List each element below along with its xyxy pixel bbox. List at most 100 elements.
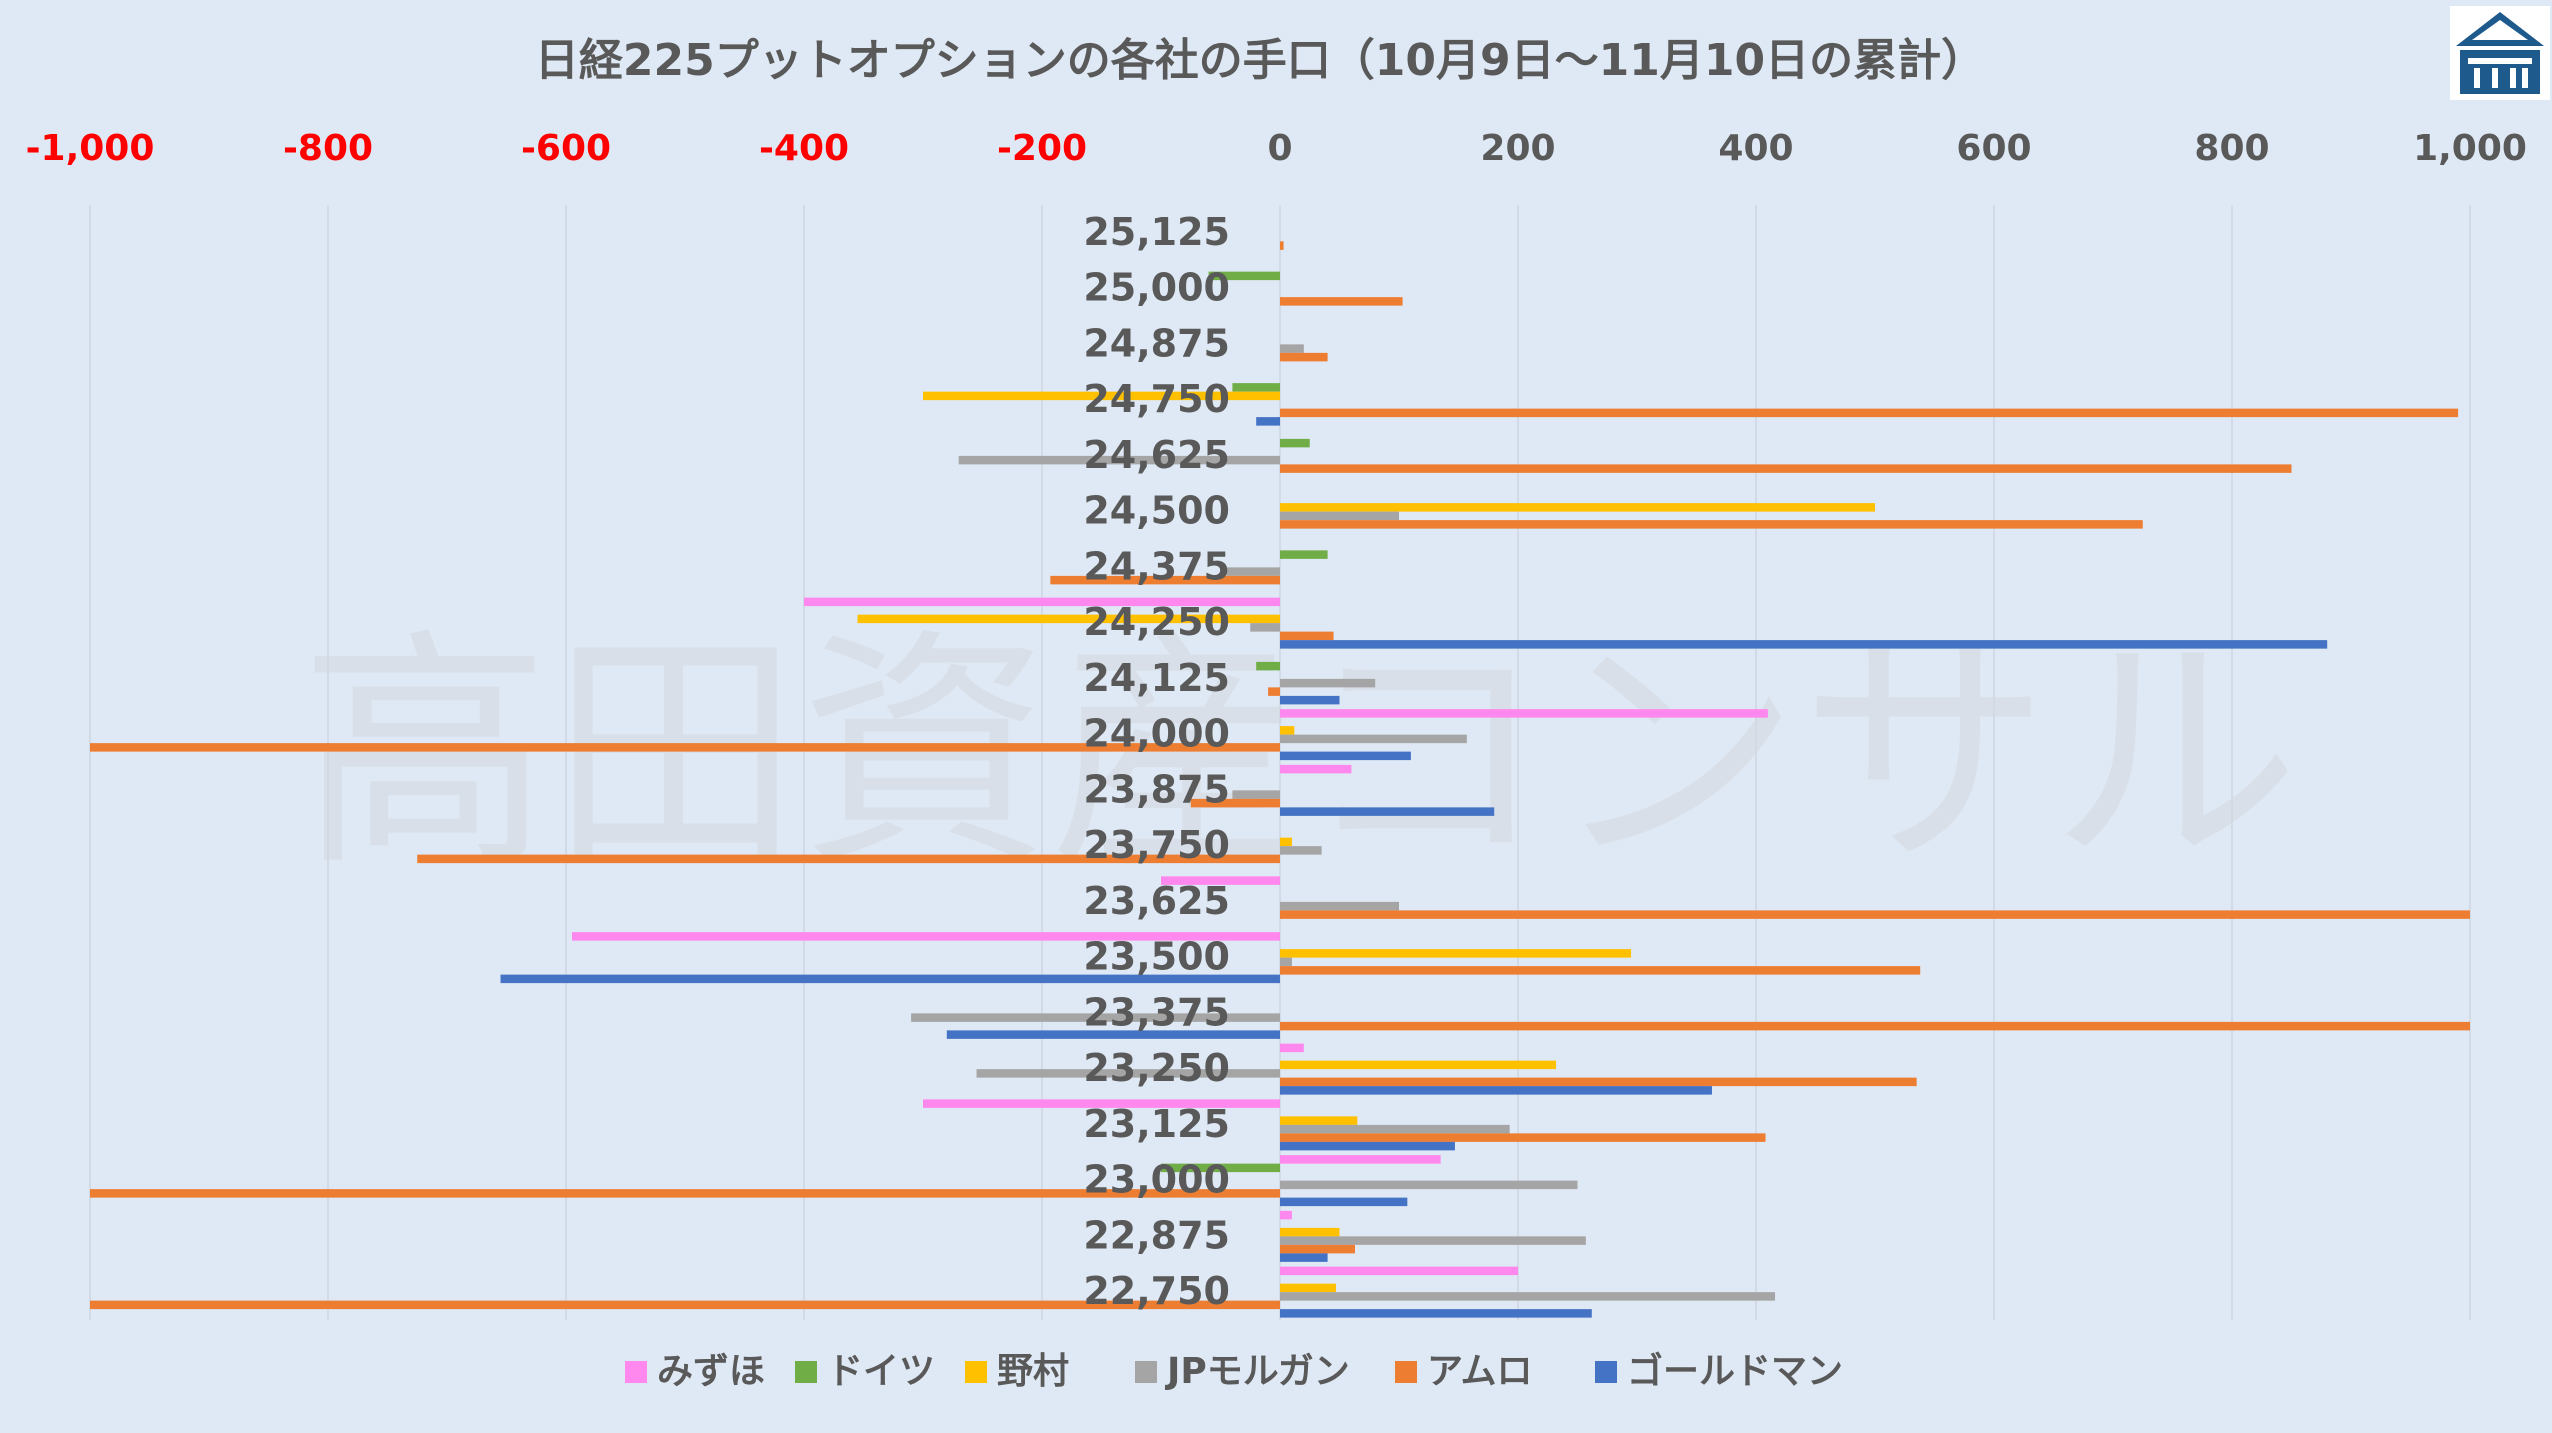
legend-swatch — [1395, 1361, 1417, 1383]
bar-野村-23,500 — [1280, 949, 1632, 958]
bar-野村-24,500 — [1280, 503, 1875, 512]
bar-JPモルガン-24,000 — [1280, 734, 1467, 744]
bar-JPモルガン-24,250 — [1250, 623, 1280, 632]
bar-ゴールドマン-22,875 — [1280, 1253, 1328, 1262]
category-label: 22,750 — [1083, 1269, 1230, 1313]
category-label: 23,500 — [1083, 935, 1230, 979]
bar-ゴールドマン-23,000 — [1280, 1197, 1408, 1207]
x-tick-label: 800 — [2194, 128, 2269, 169]
category-label: 23,375 — [1083, 990, 1230, 1034]
bar-JPモルガン-23,125 — [1280, 1124, 1510, 1134]
bar-アムロ-23,625 — [1280, 910, 2470, 919]
category-label: 23,875 — [1083, 767, 1230, 811]
x-tick-label: 1,000 — [2413, 128, 2527, 169]
bar-アムロ-24,125 — [1268, 687, 1280, 696]
bar-JPモルガン-24,875 — [1280, 344, 1304, 353]
bars — [90, 241, 2470, 1318]
x-tick-label: 200 — [1480, 128, 1555, 169]
bar-JPモルガン-23,625 — [1280, 901, 1399, 911]
building-logo-icon — [2450, 6, 2550, 100]
bar-JPモルガン-23,750 — [1280, 846, 1322, 855]
bar-野村-23,125 — [1280, 1116, 1358, 1125]
category-label: 24,125 — [1083, 656, 1230, 700]
bar-アムロ-23,500 — [1280, 966, 1921, 975]
legend-swatch — [1595, 1361, 1617, 1383]
bar-アムロ-24,625 — [1280, 464, 2292, 473]
bar-アムロ-23,875 — [1190, 798, 1280, 808]
bar-ゴールドマン-24,000 — [1280, 751, 1411, 761]
category-label: 24,250 — [1083, 600, 1230, 644]
bar-ドイツ-24,750 — [1232, 383, 1280, 392]
category-label: 24,375 — [1083, 544, 1230, 588]
x-tick-label: -400 — [759, 128, 849, 169]
bar-JPモルガン-23,000 — [1280, 1180, 1578, 1190]
category-label: 23,625 — [1083, 879, 1230, 923]
x-tick-label: 0 — [1267, 128, 1292, 169]
bar-JPモルガン-22,875 — [1280, 1236, 1586, 1245]
bar-アムロ-25,125 — [1280, 241, 1284, 250]
bar-ドイツ-23,000 — [1161, 1163, 1280, 1173]
bar-JPモルガン-23,875 — [1232, 790, 1280, 799]
bar-野村-24,250 — [857, 614, 1280, 624]
bar-ゴールドマン-24,125 — [1280, 695, 1340, 705]
bar-JPモルガン-24,625 — [958, 455, 1280, 465]
x-tick-label: 600 — [1956, 128, 2031, 169]
bar-ドイツ-24,375 — [1280, 550, 1328, 559]
category-label: 23,750 — [1083, 823, 1230, 867]
legend-swatch — [965, 1361, 987, 1383]
bar-みずほ-23,875 — [1280, 764, 1352, 774]
bar-野村-23,750 — [1280, 837, 1292, 847]
bar-みずほ-22,750 — [1280, 1266, 1518, 1276]
legend-label: JPモルガン — [1164, 1351, 1350, 1392]
bar-みずほ-23,625 — [1161, 876, 1280, 885]
bar-ゴールドマン-23,375 — [946, 1030, 1280, 1039]
legend-label: 野村 — [997, 1351, 1069, 1392]
legend-swatch — [1135, 1361, 1157, 1383]
bar-ドイツ-24,625 — [1280, 438, 1310, 448]
bar-野村-22,875 — [1280, 1227, 1340, 1237]
bar-アムロ-25,000 — [1280, 297, 1403, 306]
x-tick-label: -800 — [283, 128, 373, 169]
bar-アムロ-23,125 — [1280, 1133, 1766, 1142]
category-label: 24,875 — [1083, 321, 1230, 365]
bar-野村-23,250 — [1280, 1060, 1557, 1070]
category-label: 22,875 — [1083, 1213, 1230, 1257]
bar-アムロ-24,750 — [1280, 408, 2459, 418]
x-tick-label: -600 — [521, 128, 611, 169]
bar-アムロ-24,250 — [1280, 631, 1334, 641]
bar-アムロ-22,875 — [1280, 1244, 1355, 1254]
bar-みずほ-23,250 — [1280, 1043, 1304, 1053]
bar-JPモルガン-24,375 — [1226, 567, 1280, 576]
bar-アムロ-24,500 — [1280, 520, 2143, 529]
legend-swatch — [625, 1361, 647, 1383]
category-label: 24,625 — [1083, 433, 1230, 477]
category-label: 23,250 — [1083, 1046, 1230, 1090]
bar-ゴールドマン-23,875 — [1280, 807, 1495, 816]
bar-アムロ-22,750 — [90, 1300, 1280, 1310]
legend-label: アムロ — [1427, 1351, 1532, 1392]
legend-label: ドイツ — [827, 1351, 935, 1392]
category-label: 24,500 — [1083, 489, 1230, 533]
bar-ゴールドマン-24,750 — [1256, 417, 1280, 426]
x-tick-label: 400 — [1718, 128, 1793, 169]
bar-JPモルガン-24,125 — [1280, 678, 1376, 688]
bar-JPモルガン-23,250 — [976, 1069, 1280, 1078]
bar-JPモルガン-22,750 — [1280, 1292, 1776, 1301]
bar-ゴールドマン-22,750 — [1280, 1309, 1592, 1318]
bar-野村-24,750 — [923, 391, 1280, 401]
bar-アムロ-24,875 — [1280, 352, 1328, 362]
bar-アムロ-24,000 — [90, 743, 1280, 752]
bar-JPモルガン-23,375 — [911, 1013, 1280, 1022]
bar-アムロ-23,375 — [1280, 1021, 2470, 1031]
bar-ドイツ-24,125 — [1256, 661, 1280, 671]
category-label: 24,750 — [1083, 377, 1230, 421]
bar-みずほ-24,250 — [804, 597, 1280, 607]
bar-アムロ-23,000 — [90, 1189, 1280, 1198]
bar-みずほ-23,000 — [1280, 1155, 1441, 1164]
legend-swatch — [795, 1361, 817, 1383]
chart-legend: みずほ ドイツ 野村 JPモルガン アムロ ゴールドマン — [625, 1350, 1843, 1392]
bar-アムロ-23,750 — [417, 854, 1280, 864]
bar-ゴールドマン-23,125 — [1280, 1141, 1455, 1151]
category-label: 23,000 — [1083, 1158, 1230, 1202]
